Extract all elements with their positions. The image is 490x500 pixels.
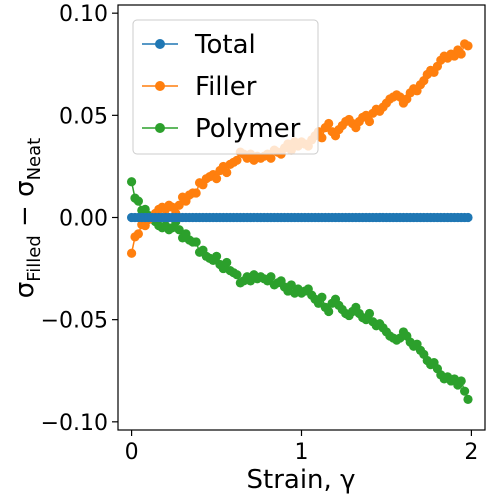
data-point-polymer (232, 270, 242, 280)
data-point-polymer (463, 394, 473, 404)
y-axis-sigma-2: σ (10, 180, 40, 196)
y-axis-minus: − (10, 197, 40, 235)
data-point-polymer (364, 308, 375, 319)
data-point-filler (266, 153, 276, 163)
data-point-filler (133, 229, 143, 239)
data-point-filler (211, 174, 222, 184)
y-axis-title: σFilled − σNeat (10, 138, 45, 298)
legend-label: Filler (195, 72, 257, 102)
y-tick-label: −0.10 (41, 411, 108, 436)
data-point-total (463, 212, 473, 223)
data-point-filler (463, 41, 473, 51)
data-point-polymer (456, 376, 466, 386)
x-tick-label: 1 (295, 440, 309, 465)
legend-marker (155, 39, 165, 49)
data-point-polymer (211, 251, 222, 261)
y-tick-label: 0.05 (59, 104, 108, 129)
x-axis-title: Strain, γ (247, 465, 356, 495)
data-point-polymer (317, 292, 327, 302)
data-point-polymer (324, 306, 334, 317)
y-axis-sub-neat: Neat (24, 138, 45, 181)
legend-entry-total: Total (142, 30, 256, 60)
y-tick-label: 0.00 (59, 207, 108, 232)
legend-label: Total (194, 30, 256, 60)
data-point-polymer (266, 272, 276, 282)
data-point-polymer (286, 280, 296, 290)
data-point-polymer (174, 225, 184, 235)
legend-marker (155, 81, 165, 91)
data-point-filler (126, 248, 137, 258)
data-point-filler (456, 49, 466, 59)
data-point-filler (232, 155, 242, 165)
x-tick-label: 0 (125, 440, 139, 465)
x-tick-label: 2 (464, 440, 478, 465)
data-point-filler (317, 133, 327, 143)
data-point-filler (191, 188, 201, 198)
legend-entry-polymer: Polymer (142, 114, 301, 144)
data-point-filler (174, 200, 184, 210)
legend-box (132, 19, 319, 155)
data-point-polymer (126, 177, 137, 187)
ticks-layer: 0 1 2 −0.10 −0.05 0.00 0.05 0.10 (41, 2, 479, 465)
data-point-polymer (191, 237, 201, 247)
data-point-polymer (133, 196, 143, 206)
data-point-filler (324, 118, 334, 129)
legend-marker (155, 123, 165, 133)
legend: Total Filler Polymer (132, 19, 319, 155)
legend-label: Polymer (195, 114, 301, 144)
legend-entries: Total Filler Polymer (142, 30, 301, 144)
data-point-polymer (222, 257, 232, 268)
data-point-filler (222, 167, 232, 178)
y-tick-label: −0.05 (41, 309, 108, 334)
legend-entry-filler: Filler (142, 72, 257, 102)
y-axis-sub-filled: Filled (24, 235, 45, 282)
y-axis-sigma-1: σ (10, 282, 40, 298)
data-point-filler (364, 116, 375, 127)
series-total (126, 212, 473, 223)
data-point-polymer (460, 386, 470, 396)
y-tick-label: 0.10 (59, 2, 108, 27)
